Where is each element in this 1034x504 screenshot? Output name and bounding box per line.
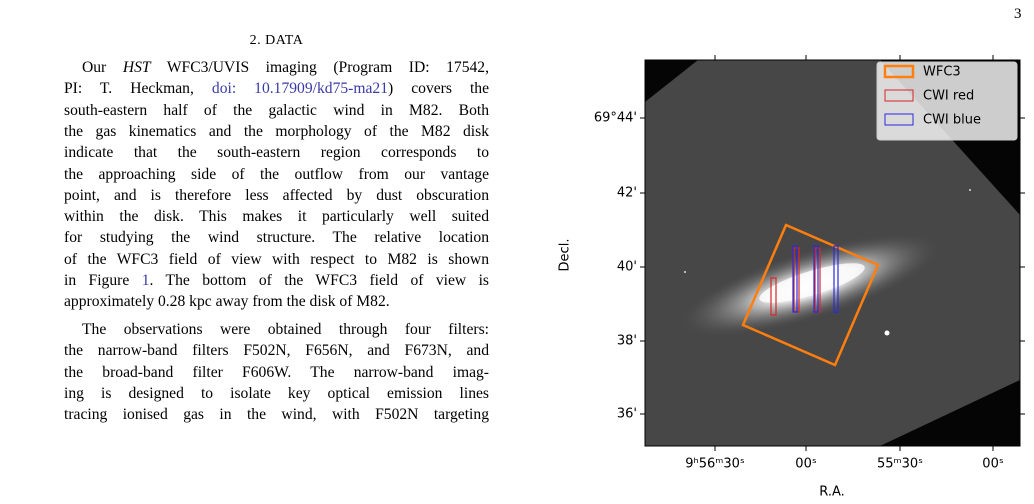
link[interactable]: 1 (141, 272, 150, 289)
text-line: approximately 0.28 kpc away from the dis… (64, 292, 489, 312)
section-heading: 2. DATA (249, 33, 304, 48)
cwi-blue (833, 245, 839, 313)
y-tick-label: 69°44' (594, 111, 637, 126)
text-span: the broad-band filter F606W. The narrow-… (64, 363, 489, 381)
star (969, 189, 971, 191)
text-span: . The bottom of the WFC3 field of view i… (149, 272, 490, 289)
cwi-red (770, 277, 777, 316)
axes-frame (644, 59, 1021, 447)
text-line: the approaching side of the outflow from… (64, 165, 489, 185)
cwi-blue (813, 245, 819, 313)
text-span: ) covers the (388, 80, 489, 98)
text-line: the broad-band filter F606W. The narrow-… (64, 363, 489, 383)
text-line: Our HST WFC3/UVIS imaging (Program ID: 1… (82, 58, 489, 78)
legend-label: CWI red (923, 89, 974, 104)
legend-swatch (883, 64, 915, 79)
y-axis-label: Decl. (558, 239, 573, 272)
emphasis: HST (122, 59, 151, 76)
text-span: the gas kinematics and the morphology of… (64, 122, 489, 140)
legend-label: WFC3 (923, 65, 961, 80)
legend (876, 61, 1018, 141)
text-span: south-eastern half of the galactic wind … (64, 101, 489, 119)
text-span: approximately 0.28 kpc away from the dis… (64, 293, 390, 311)
text-line: in Figure 1. The bottom of the WFC3 fiel… (64, 271, 489, 291)
page-number: 3 (1014, 6, 1022, 22)
figure: 69°44' 42' 40' 38' 36' 9ʰ56ᵐ30ˢ 00ˢ 55ᵐ3… (558, 55, 1025, 500)
text-line: the gas kinematics and the morphology of… (64, 122, 489, 142)
y-tick-label: 42' (617, 186, 637, 201)
x-tick-label: 9ʰ56ᵐ30ˢ (685, 457, 745, 472)
text-line: The observations were obtained through f… (82, 320, 489, 340)
y-tick-label: 36' (617, 407, 637, 422)
x-tick-label: 55ᵐ30ˢ (877, 457, 923, 472)
text-span: of the WFC3 field of view with respect t… (64, 250, 489, 268)
text-span: indicate that the south-eastern region c… (64, 144, 489, 162)
y-tick-label: 40' (617, 260, 637, 275)
text-span: Our (82, 59, 123, 76)
legend-label: CWI blue (923, 113, 981, 128)
text-line: tracing ionised gas in the wind, with F5… (64, 405, 489, 425)
text-line: ing is designed to isolate key optical e… (64, 384, 489, 404)
text-span: The observations were obtained through f… (82, 321, 489, 338)
text-line: within the disk. This makes it particula… (64, 207, 489, 227)
text-span: the approaching side of the outflow from… (64, 165, 489, 183)
text-span: tracing ionised gas in the wind, with F5… (64, 406, 489, 424)
text-span: ing is designed to isolate key optical e… (64, 384, 489, 402)
text-line: point, and is therefore less affected by… (64, 186, 489, 206)
text-line: for studying the wind structure. The rel… (64, 228, 489, 248)
x-tick-label: 00ˢ (795, 457, 817, 472)
star (884, 330, 890, 336)
star (684, 271, 686, 273)
link[interactable]: doi: 10.17909/kd75-ma21 (211, 80, 389, 98)
text-span: point, and is therefore less affected by… (64, 186, 489, 204)
y-tick-label: 38' (617, 334, 637, 349)
text-line: the narrow-band filters F502N, F656N, an… (64, 341, 489, 361)
cwi-blue (792, 245, 798, 313)
text-span: WFC3/UVIS imaging (Program ID: 17542, (150, 59, 489, 76)
ticks (640, 55, 1025, 451)
x-tick-label: 00ˢ (982, 457, 1004, 472)
legend-swatch (884, 113, 914, 126)
text-span: for studying the wind structure. The rel… (64, 229, 489, 247)
wfc3-footprint (741, 223, 880, 367)
text-span: the narrow-band filters F502N, F656N, an… (64, 342, 489, 360)
text-span: PI: T. Heckman, (64, 80, 212, 98)
text-line: south-eastern half of the galactic wind … (64, 101, 489, 121)
legend-swatch (884, 89, 914, 102)
text-span: within the disk. This makes it particula… (64, 208, 489, 226)
text-span: in Figure (64, 272, 142, 289)
x-axis-label: R.A. (819, 485, 845, 500)
text-line: indicate that the south-eastern region c… (64, 143, 489, 163)
text-line: PI: T. Heckman, doi: 10.17909/kd75-ma21)… (64, 79, 489, 99)
text-line: of the WFC3 field of view with respect t… (64, 250, 489, 270)
